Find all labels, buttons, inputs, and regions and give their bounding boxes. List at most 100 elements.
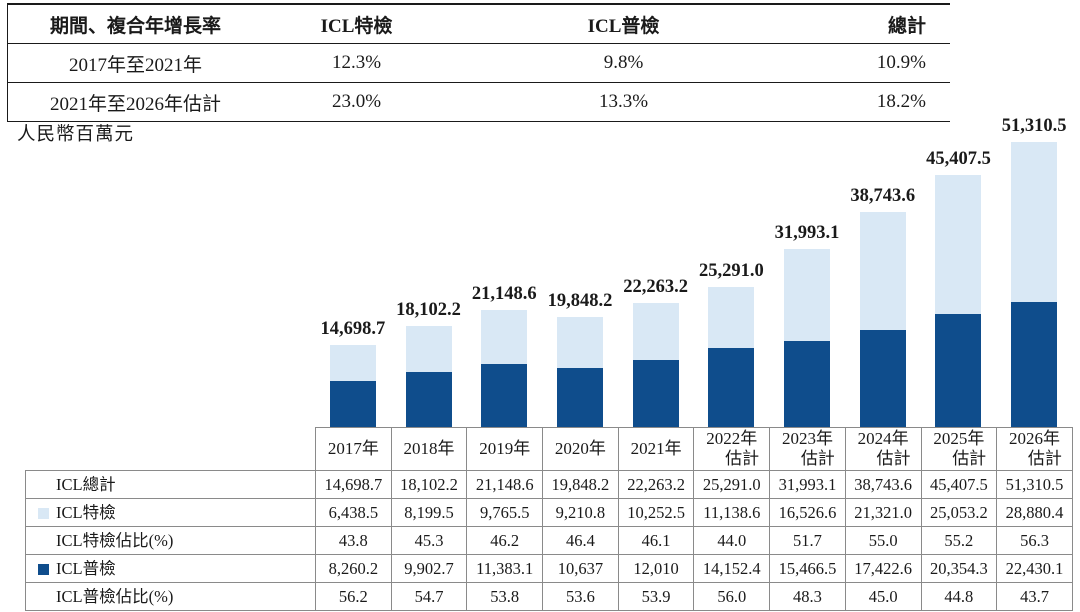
year-header-cell: 2021年 — [617, 427, 695, 471]
row-label-text: ICL特檢 — [56, 502, 116, 522]
bar-total-label: 22,263.2 — [623, 277, 689, 298]
value-cell: 45.0 — [844, 582, 922, 611]
value-cell: 56.0 — [693, 582, 771, 611]
cagr-special-value: 12.3% — [263, 43, 450, 83]
value-cell: 25,053.2 — [920, 498, 998, 527]
value-cell: 38,743.6 — [844, 470, 922, 499]
row-label-text: ICL普檢 — [56, 558, 116, 578]
value-cell: 43.8 — [315, 526, 392, 555]
table-row: ICL總計 14,698.7 18,102.2 21,148.6 19,848.2 22,… — [25, 470, 1073, 499]
value-cell: 53.8 — [466, 582, 544, 611]
value-cell: 18,102.2 — [390, 470, 468, 499]
cagr-table: 期間、複合年增長率 ICL特檢 ICL普檢 總計 2017年至2021年 12.… — [7, 3, 950, 122]
row-label: ICL特檢 — [25, 498, 316, 527]
year-header-cell: 2025年 估計 — [920, 427, 998, 471]
bar-segment-icl-special — [481, 309, 528, 364]
bar-segment-icl-special — [329, 345, 376, 382]
value-cell: 31,993.1 — [769, 470, 846, 499]
value-cell: 28,880.4 — [996, 498, 1073, 527]
legend-swatch-spacer — [38, 592, 49, 603]
table-row: ICL普檢佔比(%) 56.2 54.7 53.8 53.6 53.9 56.0 48.3 45… — [25, 582, 1073, 611]
bar-total-label: 19,848.2 — [547, 290, 613, 311]
bar-segment-icl-special — [632, 303, 679, 361]
cagr-header-special: ICL特檢 — [263, 4, 450, 44]
value-cell: 22,263.2 — [617, 470, 695, 499]
row-label: ICL總計 — [25, 470, 316, 499]
bar-segment-icl-general — [1011, 302, 1058, 427]
bar-segment-icl-general — [329, 381, 376, 427]
value-cell: 11,138.6 — [693, 498, 771, 527]
table-row: ICL特檢佔比(%) 43.8 45.3 46.2 46.4 46.1 44.0 51.7 55… — [25, 526, 1073, 555]
value-cell: 55.0 — [844, 526, 922, 555]
value-cell: 14,152.4 — [693, 554, 771, 583]
legend-swatch-dark-icon — [38, 563, 49, 575]
value-cell: 8,260.2 — [315, 554, 392, 583]
value-cell: 51,310.5 — [996, 470, 1073, 499]
bar-2017年 — [329, 345, 376, 427]
value-cell: 46.1 — [617, 526, 695, 555]
bar-2026年估計 — [1011, 142, 1058, 427]
value-cell: 14,698.7 — [315, 470, 392, 499]
value-cell: 45.3 — [390, 526, 468, 555]
bar-segment-icl-general — [556, 367, 603, 427]
cagr-special-value: 23.0% — [263, 82, 450, 122]
bar-2022年估計 — [708, 286, 755, 427]
bar-segment-icl-general — [632, 360, 679, 427]
value-cell: 11,383.1 — [466, 554, 544, 583]
year-header-row: 2017年 2018年 2019年 2020年 2021年 2022年 估計 2023年 估計 2… — [26, 427, 1073, 471]
grid-corner-blank — [26, 428, 316, 471]
value-cell: 45,407.5 — [920, 470, 998, 499]
value-cell: 9,902.7 — [390, 554, 468, 583]
table-row: ICL特檢 6,438.5 8,199.5 9,765.5 9,210.8 10,252.… — [25, 498, 1073, 527]
bar-segment-icl-special — [556, 316, 603, 368]
bar-segment-icl-general — [708, 348, 755, 427]
value-cell: 54.7 — [390, 582, 468, 611]
row-label-text: ICL普檢佔比(%) — [56, 586, 174, 606]
year-header-cell: 2018年 — [390, 427, 468, 471]
row-label: ICL普檢佔比(%) — [25, 582, 316, 611]
bar-2018年 — [405, 326, 452, 427]
value-cell: 46.4 — [542, 526, 619, 555]
year-header-cell: 2023年 估計 — [769, 427, 846, 471]
cagr-row-2021-2026: 2021年至2026年估計 23.0% 13.3% 18.2% — [7, 82, 950, 122]
cagr-period: 2021年至2026年估計 — [7, 82, 263, 122]
cagr-total-value: 18.2% — [797, 82, 950, 122]
bar-segment-icl-special — [784, 249, 831, 342]
cagr-total-value: 10.9% — [797, 43, 950, 83]
data-table: 2017年 2018年 2019年 2020年 2021年 2022年 估計 2023年 估計 2… — [25, 427, 1073, 611]
bar-segment-icl-general — [405, 371, 452, 427]
bar-2020年 — [556, 316, 603, 427]
value-cell: 17,422.6 — [844, 554, 922, 583]
value-cell: 48.3 — [769, 582, 846, 611]
bar-segment-icl-general — [859, 330, 906, 427]
bar-segment-icl-general — [784, 341, 831, 427]
value-cell: 21,148.6 — [466, 470, 544, 499]
bar-segment-icl-special — [405, 326, 452, 372]
value-cell: 15,466.5 — [769, 554, 846, 583]
bar-2023年估計 — [784, 249, 831, 427]
bar-segment-icl-special — [708, 286, 755, 349]
row-label-text: ICL特檢佔比(%) — [56, 530, 174, 550]
bar-segment-icl-special — [935, 174, 982, 314]
year-header-cell: 2020年 — [542, 427, 619, 471]
year-header-cell: 2026年 估計 — [996, 427, 1073, 471]
year-header-cell: 2024年 估計 — [844, 427, 922, 471]
bar-2019年 — [481, 309, 528, 427]
value-cell: 12,010 — [617, 554, 695, 583]
value-cell: 43.7 — [996, 582, 1073, 611]
value-cell: 9,210.8 — [542, 498, 619, 527]
value-cell: 53.9 — [617, 582, 695, 611]
value-cell: 44.8 — [920, 582, 998, 611]
unit-label: 人民幣百萬元 — [17, 125, 135, 145]
legend-swatch-spacer — [38, 536, 49, 547]
value-cell: 44.0 — [693, 526, 771, 555]
year-header-cell: 2022年 估計 — [693, 427, 771, 471]
cagr-header-total: 總計 — [797, 4, 950, 44]
bar-segment-icl-special — [859, 211, 906, 331]
value-cell: 10,637 — [542, 554, 619, 583]
value-cell: 53.6 — [542, 582, 619, 611]
bar-total-label: 31,993.1 — [774, 223, 840, 244]
row-label: ICL特檢佔比(%) — [25, 526, 316, 555]
row-label: ICL普檢 — [25, 554, 316, 583]
bar-total-label: 21,148.6 — [471, 283, 537, 304]
